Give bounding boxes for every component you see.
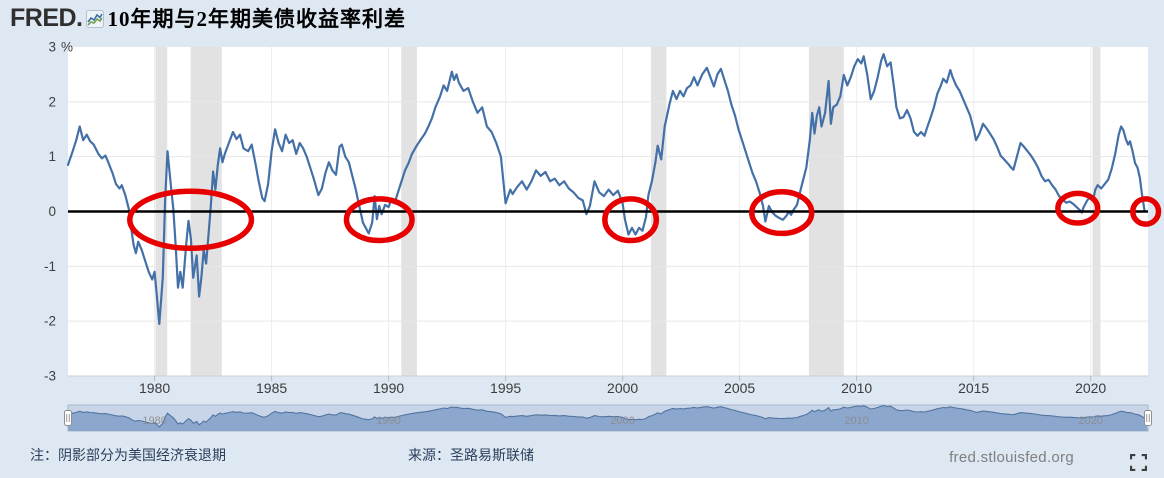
x-tick-label: 2010 xyxy=(841,380,872,396)
x-tick-label: 2020 xyxy=(1075,380,1106,396)
y-tick-label: 1 xyxy=(48,149,56,164)
inversion-circle xyxy=(602,196,660,244)
recession-note: 注：阴影部分为美国经济衰退期 xyxy=(30,449,226,464)
inversion-circles xyxy=(127,188,1162,251)
fred-logo: FRED. xyxy=(10,3,83,32)
fred-graph-icon xyxy=(85,10,104,28)
x-tick-label: 2005 xyxy=(724,380,755,396)
y-tick-label: -1 xyxy=(44,259,56,274)
inversion-circle xyxy=(1130,196,1162,227)
y-tick-label: 2 xyxy=(48,94,56,109)
header: FRED. 10年期与2年期美债收益率利差 xyxy=(0,0,1164,36)
x-tick-label: 2015 xyxy=(958,380,989,396)
nav-handle-right-grip[interactable] xyxy=(1144,410,1152,426)
x-tick-label: 1985 xyxy=(256,380,287,396)
site-url[interactable]: fred.stlouisfed.org xyxy=(949,449,1074,466)
source-label: 来源：圣路易斯联储 xyxy=(408,449,534,464)
navigator-year-label: 2020 xyxy=(1078,415,1102,427)
navigator-year-label: 1990 xyxy=(376,415,400,427)
x-axis-labels: 1980 1985 1990 1995 2000 2005 2010 2015 2020 xyxy=(139,376,1106,396)
inversion-circle xyxy=(749,189,815,237)
navigator-year-label: 1980 xyxy=(142,415,166,427)
footer: 注：阴影部分为美国经济衰退期 来源：圣路易斯联储 fred.stlouisfed… xyxy=(0,444,1164,478)
x-tick-label: 2000 xyxy=(607,380,638,396)
fullscreen-icon[interactable] xyxy=(1130,454,1147,471)
inversion-circle xyxy=(343,196,415,244)
nav-handle-right[interactable] xyxy=(1144,410,1152,426)
inversion-circle xyxy=(1055,190,1101,226)
inversion-circle xyxy=(127,188,255,251)
x-tick-label: 1980 xyxy=(139,380,170,396)
y-axis-unit: % xyxy=(61,40,73,55)
navigator-area xyxy=(68,405,1148,431)
y-tick-label: -3 xyxy=(44,369,56,384)
navigator-year-label: 2010 xyxy=(844,415,868,427)
y-tick-label: -2 xyxy=(44,314,56,329)
spread-line xyxy=(66,53,1146,325)
navigator-labels: 1980 1990 2000 2010 2020 xyxy=(142,415,1103,427)
navigator: 1980 1990 2000 2010 2020 xyxy=(64,404,1152,432)
y-tick-label: 3 xyxy=(48,40,56,55)
x-tick-label: 1995 xyxy=(490,380,521,396)
y-tick-label: 0 xyxy=(48,204,56,219)
x-tick-label: 1990 xyxy=(373,380,404,396)
page-title: 10年期与2年期美债收益率利差 xyxy=(107,7,406,31)
y-axis-labels: 3 2 1 0 -1 -2 -3% xyxy=(44,40,73,384)
nav-handle-left[interactable] xyxy=(64,410,72,426)
nav-handle-left-grip[interactable] xyxy=(64,410,72,426)
navigator-line xyxy=(67,405,1145,428)
navigator-year-label: 2000 xyxy=(610,415,634,427)
